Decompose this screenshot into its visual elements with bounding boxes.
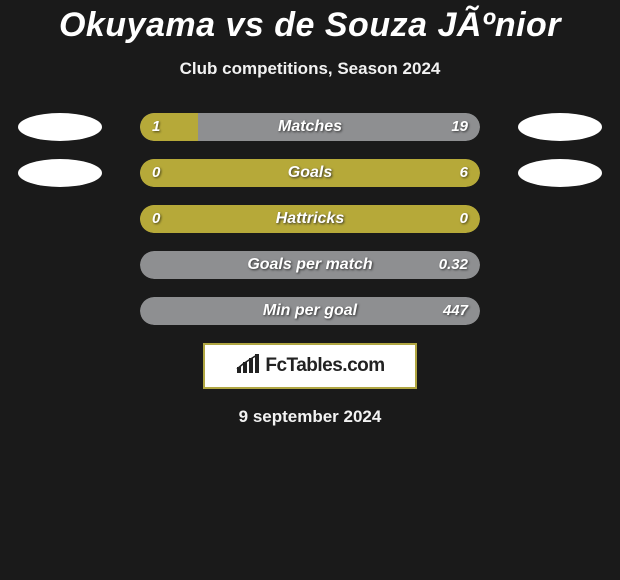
comparison-chart: 119Matches06Goals00Hattricks0.32Goals pe… [0, 113, 620, 325]
team-badge-left [18, 159, 102, 187]
team-badge-right [518, 113, 602, 141]
stat-bar [140, 159, 480, 187]
stat-row: 0.32Goals per match [0, 251, 620, 279]
logo-box: FcTables.com [203, 343, 417, 389]
stat-row: 06Goals [0, 159, 620, 187]
stat-row: 447Min per goal [0, 297, 620, 325]
stat-value-right: 0 [460, 205, 468, 233]
stat-row: 00Hattricks [0, 205, 620, 233]
subtitle: Club competitions, Season 2024 [0, 59, 620, 79]
date: 9 september 2024 [0, 407, 620, 427]
logo-icon [235, 353, 261, 380]
stat-value-right: 6 [460, 159, 468, 187]
stat-bar-left [140, 205, 310, 233]
page-title: Okuyama vs de Souza JÃºnior [0, 0, 620, 45]
stat-value-left: 0 [152, 159, 160, 187]
stat-value-right: 0.32 [439, 251, 468, 279]
stat-value-left: 1 [152, 113, 160, 141]
stat-value-right: 447 [443, 297, 468, 325]
stat-value-left: 0 [152, 205, 160, 233]
team-badge-left [18, 113, 102, 141]
team-badge-right [518, 159, 602, 187]
stat-row: 119Matches [0, 113, 620, 141]
stat-bar [140, 205, 480, 233]
stat-bar [140, 251, 480, 279]
stat-value-right: 19 [451, 113, 468, 141]
stat-bar [140, 113, 480, 141]
stat-bar-left [140, 113, 198, 141]
stat-bar [140, 297, 480, 325]
logo-text: FcTables.com [265, 355, 384, 377]
